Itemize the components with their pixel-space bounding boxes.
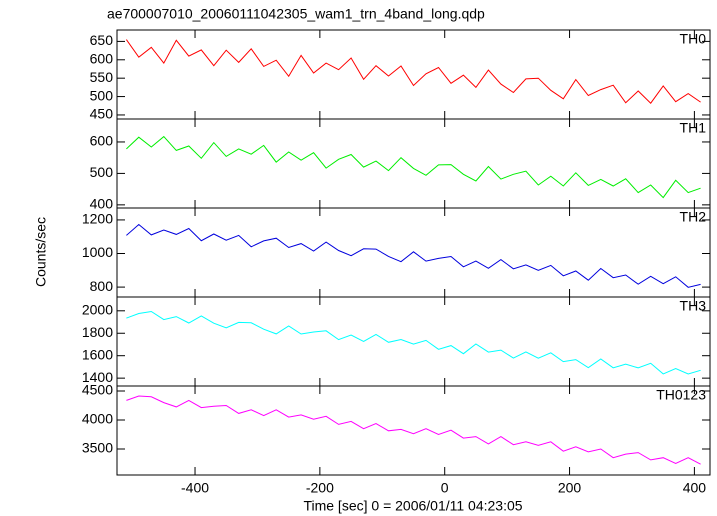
y-tick-label: 550 xyxy=(90,69,114,85)
light-curve xyxy=(126,310,701,375)
y-tick-label: 3500 xyxy=(82,440,113,456)
x-tick-label: 200 xyxy=(558,480,582,496)
panel-label: TH0123 xyxy=(656,387,706,403)
y-axis-label: Counts/sec xyxy=(33,217,49,287)
panel-frame xyxy=(116,29,711,120)
x-tick-label: 400 xyxy=(683,480,707,496)
y-tick-label: 2000 xyxy=(82,302,113,318)
light-curve xyxy=(126,135,701,199)
chart-title: ae700007010_20060111042305_wam1_trn_4ban… xyxy=(107,6,485,22)
y-tick-label: 1200 xyxy=(82,211,113,227)
y-tick-label: 650 xyxy=(90,32,114,48)
x-tick-label: -200 xyxy=(306,480,334,496)
y-tick-label: 1800 xyxy=(82,324,113,340)
panel-frame xyxy=(116,118,711,209)
panel-frame xyxy=(116,296,711,387)
panel-label: TH2 xyxy=(680,209,707,225)
light-curve xyxy=(126,223,701,288)
panel-label: TH1 xyxy=(680,120,707,136)
panel-frame xyxy=(116,385,711,476)
y-tick-label: 4000 xyxy=(82,411,113,427)
x-tick-label: -400 xyxy=(181,480,209,496)
y-tick-label: 1600 xyxy=(82,346,113,362)
x-axis-label: Time [sec] 0 = 2006/01/11 04:23:05 xyxy=(303,498,522,514)
y-tick-label: 1400 xyxy=(82,369,113,385)
panel-label: TH0 xyxy=(680,31,707,47)
y-tick-label: 800 xyxy=(90,278,114,294)
y-tick-label: 1000 xyxy=(82,244,113,260)
y-tick-label: 600 xyxy=(90,133,114,149)
light-curve xyxy=(126,395,701,465)
light-curve xyxy=(125,39,701,104)
y-tick-label: 4500 xyxy=(82,382,113,398)
x-tick-label: 0 xyxy=(441,480,449,496)
y-tick-label: 500 xyxy=(90,87,114,103)
y-tick-label: 450 xyxy=(90,106,114,122)
y-tick-label: 500 xyxy=(90,164,114,180)
y-tick-label: 600 xyxy=(90,50,114,66)
y-tick-label: 400 xyxy=(90,196,114,212)
panel-frame xyxy=(116,207,711,298)
panel-label: TH3 xyxy=(680,298,707,314)
